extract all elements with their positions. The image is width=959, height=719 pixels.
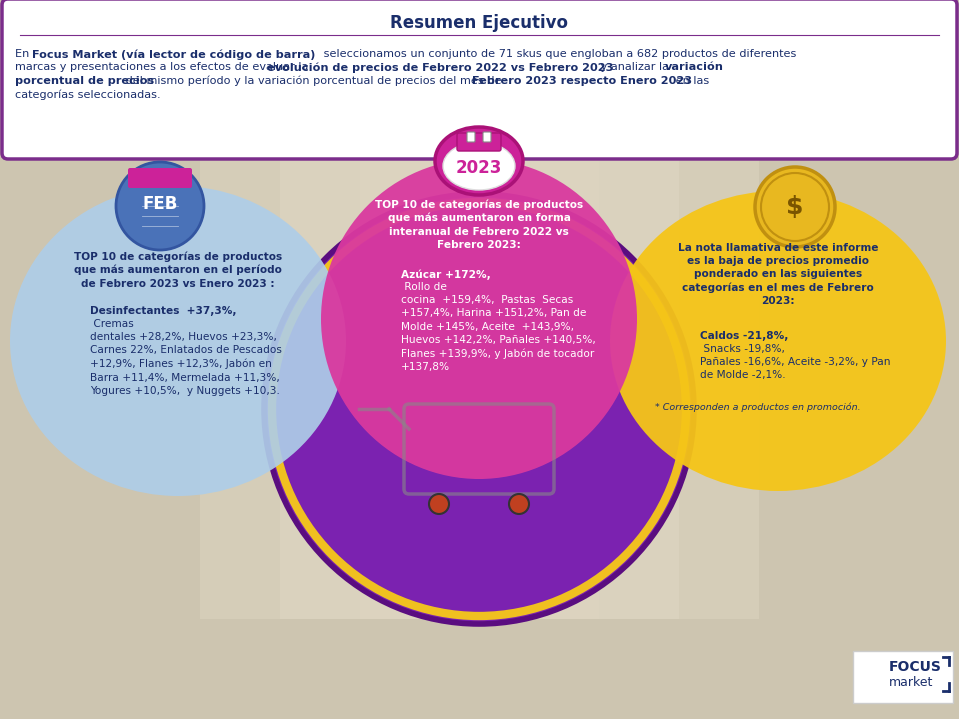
Text: TOP 10 de categorías de productos
que más aumentaron en forma
interanual de Febr: TOP 10 de categorías de productos que má… — [375, 199, 583, 249]
Text: 2023: 2023 — [456, 159, 503, 177]
Text: * Corresponden a productos en promoción.: * Corresponden a productos en promoción. — [655, 403, 861, 413]
Ellipse shape — [443, 142, 515, 190]
Text: $: $ — [786, 195, 804, 219]
Text: y analizar la: y analizar la — [597, 63, 672, 73]
Text: evolución de precios de Febrero 2022 vs Febrero 2023: evolución de precios de Febrero 2022 vs … — [267, 63, 614, 73]
FancyBboxPatch shape — [2, 0, 957, 159]
Text: Rollo de
cocina  +159,4%,  Pastas  Secas
+157,4%, Harina +151,2%, Pan de
Molde +: Rollo de cocina +159,4%, Pastas Secas +1… — [401, 282, 596, 372]
Text: Caldos -21,8%,: Caldos -21,8%, — [700, 331, 788, 341]
Circle shape — [264, 194, 694, 624]
Text: del mismo período y la variación porcentual de precios del mes de: del mismo período y la variación porcent… — [122, 76, 505, 86]
Text: marcas y presentaciones a los efectos de evaluar la: marcas y presentaciones a los efectos de… — [15, 63, 312, 73]
Text: FEB: FEB — [142, 195, 177, 213]
Text: porcentual de precios: porcentual de precios — [15, 76, 154, 86]
Text: Focus Market (vía lector de código de barra): Focus Market (vía lector de código de ba… — [32, 49, 316, 60]
Text: Resumen Ejecutivo: Resumen Ejecutivo — [390, 14, 568, 32]
Text: en las: en las — [672, 76, 710, 86]
FancyBboxPatch shape — [467, 132, 475, 142]
FancyBboxPatch shape — [360, 119, 599, 619]
Text: Azúcar +172%,: Azúcar +172%, — [401, 269, 491, 280]
Text: La nota llamativa de este informe
es la baja de precios promedio
ponderado en la: La nota llamativa de este informe es la … — [678, 243, 878, 306]
Text: market: market — [889, 677, 933, 690]
Circle shape — [429, 494, 449, 514]
Circle shape — [755, 167, 835, 247]
Text: variación: variación — [665, 63, 724, 73]
FancyBboxPatch shape — [128, 168, 192, 188]
Text: Snacks -19,8%,
Pañales -16,6%, Aceite -3,2%, y Pan
de Molde -2,1%.: Snacks -19,8%, Pañales -16,6%, Aceite -3… — [700, 344, 891, 380]
FancyBboxPatch shape — [200, 119, 759, 619]
FancyBboxPatch shape — [0, 0, 959, 719]
Text: Desinfectantes  +37,3%,: Desinfectantes +37,3%, — [90, 306, 237, 316]
Text: TOP 10 de categorías de productos
que más aumentaron en el período
de Febrero 20: TOP 10 de categorías de productos que má… — [74, 251, 282, 288]
FancyBboxPatch shape — [457, 133, 501, 151]
FancyBboxPatch shape — [853, 651, 953, 703]
FancyBboxPatch shape — [483, 132, 491, 142]
FancyBboxPatch shape — [280, 119, 679, 619]
Ellipse shape — [10, 186, 346, 496]
Text: FOCUS: FOCUS — [889, 660, 942, 674]
Ellipse shape — [321, 159, 637, 479]
Circle shape — [116, 162, 204, 250]
Text: En: En — [15, 49, 33, 59]
Text: categorías seleccionadas.: categorías seleccionadas. — [15, 89, 160, 100]
Text: seleccionamos un conjunto de 71 skus que engloban a 682 productos de diferentes: seleccionamos un conjunto de 71 skus que… — [320, 49, 796, 59]
Text: Febrero 2023 respecto Enero 2023: Febrero 2023 respecto Enero 2023 — [472, 76, 692, 86]
Text: Cremas
dentales +28,2%, Huevos +23,3%,
Carnes 22%, Enlatados de Pescados
+12,9%,: Cremas dentales +28,2%, Huevos +23,3%, C… — [90, 319, 282, 395]
Ellipse shape — [610, 191, 946, 491]
Ellipse shape — [435, 127, 523, 195]
Circle shape — [509, 494, 529, 514]
